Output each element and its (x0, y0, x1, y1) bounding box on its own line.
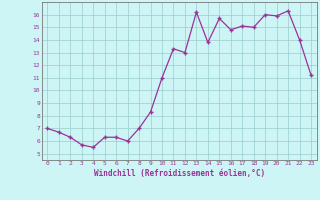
X-axis label: Windchill (Refroidissement éolien,°C): Windchill (Refroidissement éolien,°C) (94, 169, 265, 178)
